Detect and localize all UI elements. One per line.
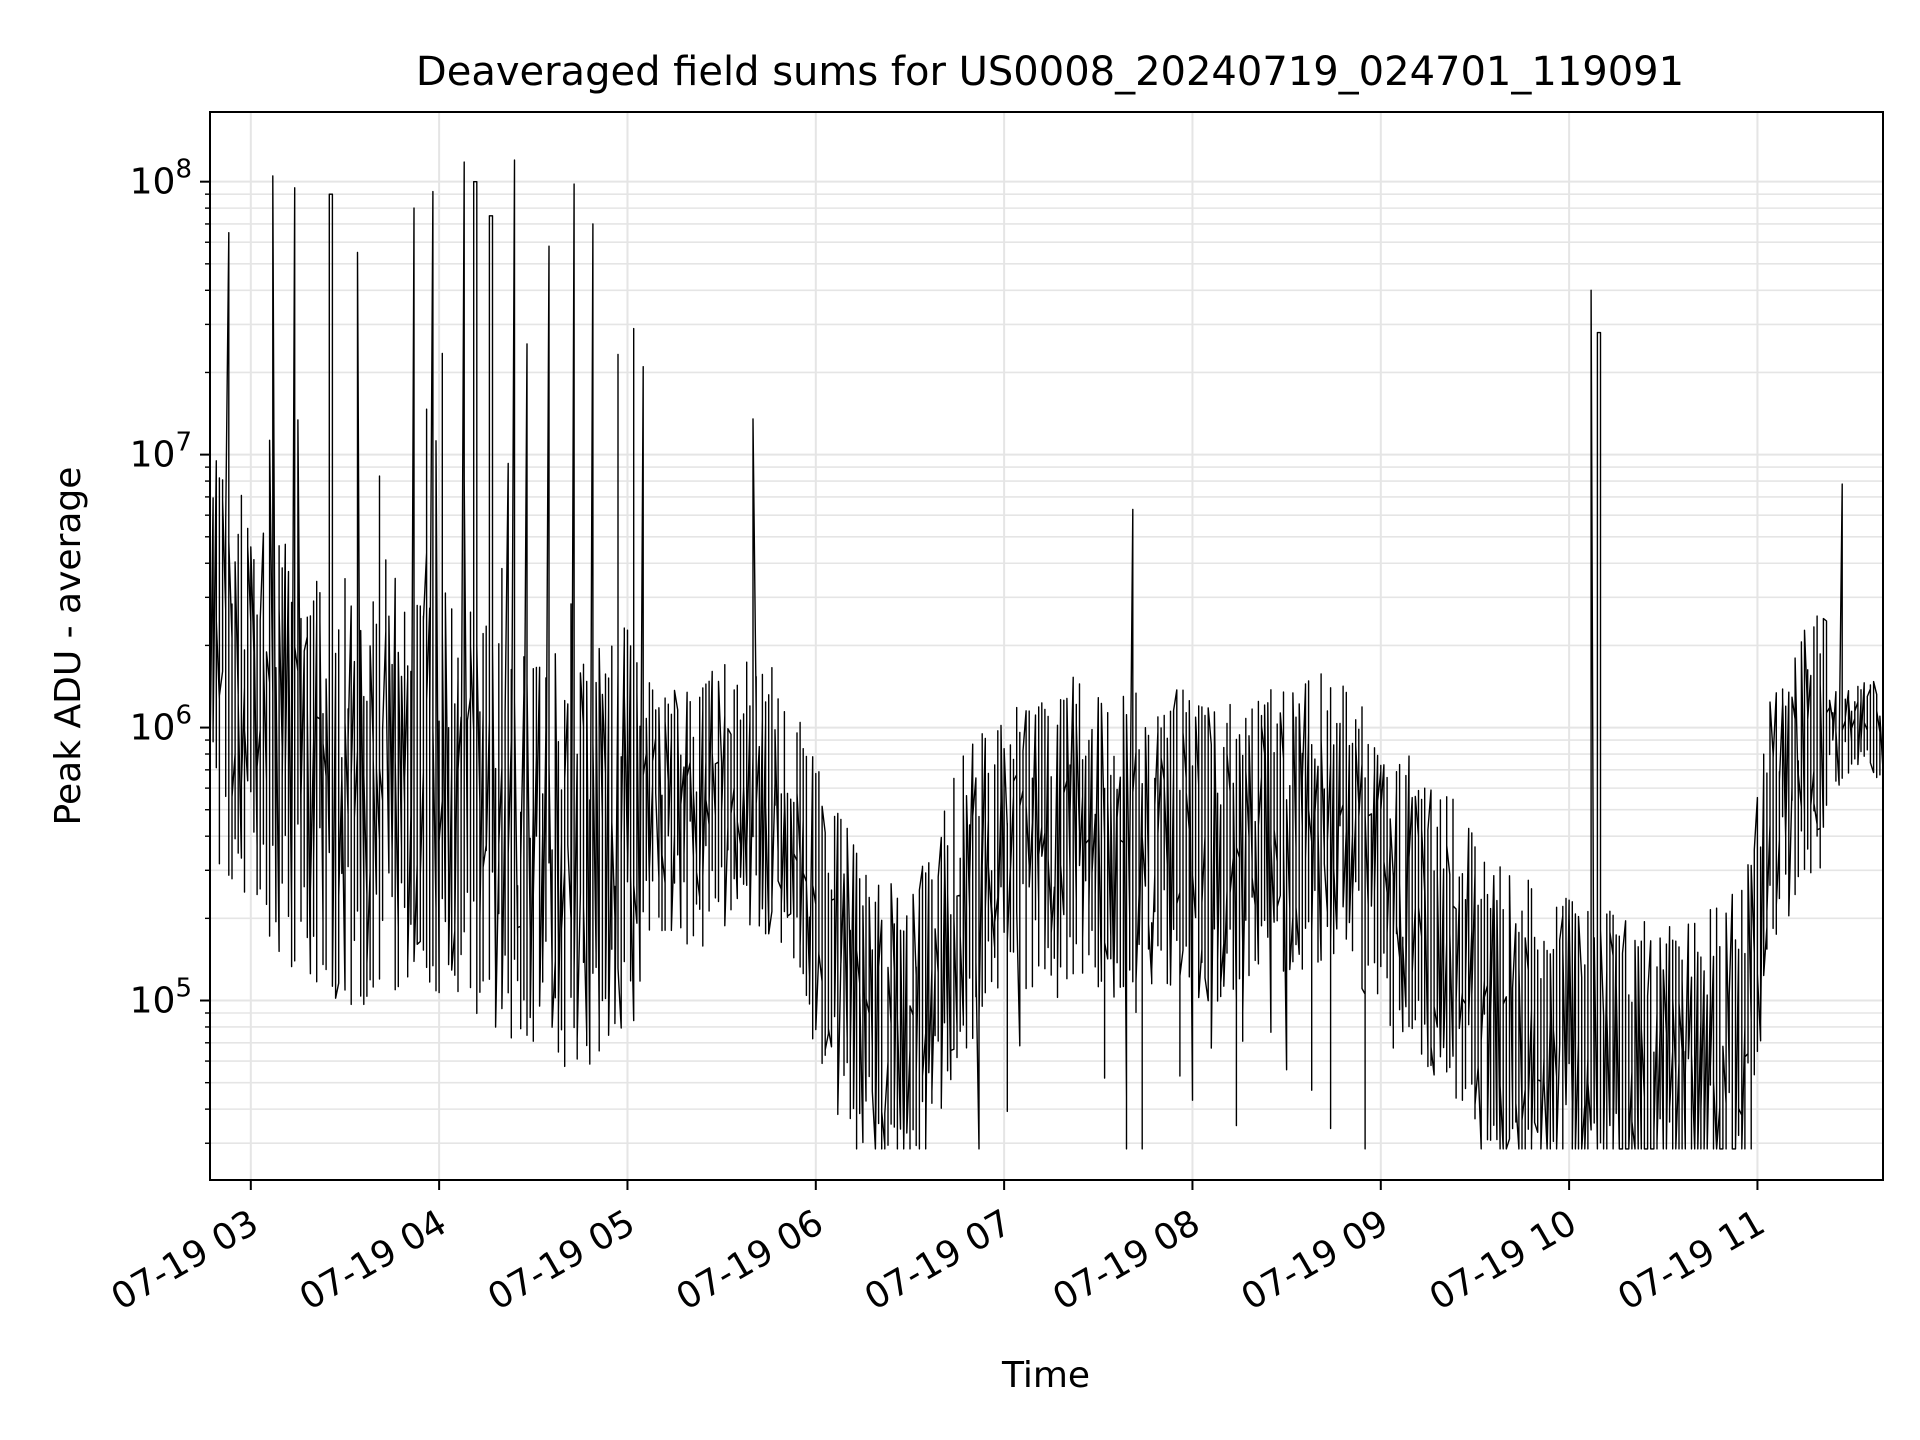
y-tick-label: 105	[130, 974, 192, 1022]
chart-title: Deaveraged field sums for US0008_2024071…	[416, 49, 1684, 95]
y-axis-ticks: 105 106 107 108	[130, 155, 210, 1144]
plot-area	[209, 159, 1884, 1150]
x-axis-label: Time	[1001, 1355, 1090, 1396]
y-tick-label: 106	[130, 701, 192, 749]
y-tick-label: 107	[130, 428, 192, 476]
y-tick-label: 108	[130, 155, 192, 203]
y-axis-label: Peak ADU - average	[48, 467, 89, 826]
series-line	[209, 159, 1884, 1150]
